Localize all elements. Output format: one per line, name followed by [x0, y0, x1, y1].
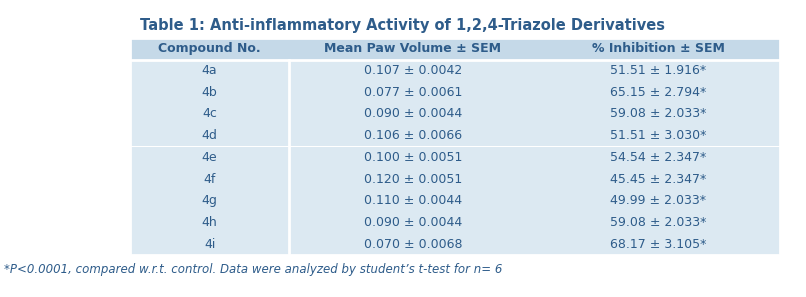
- Text: 0.110 ± 0.0044: 0.110 ± 0.0044: [364, 194, 462, 207]
- Text: 59.08 ± 2.033*: 59.08 ± 2.033*: [610, 108, 706, 121]
- Text: 0.120 ± 0.0051: 0.120 ± 0.0051: [364, 173, 462, 186]
- Bar: [130, 168, 780, 190]
- Text: % Inhibition ± SEM: % Inhibition ± SEM: [592, 42, 725, 55]
- Text: Table 1: Anti-inflammatory Activity of 1,2,4-Triazole Derivatives: Table 1: Anti-inflammatory Activity of 1…: [140, 18, 666, 33]
- Bar: [130, 38, 780, 60]
- Bar: [130, 125, 780, 146]
- Text: 4a: 4a: [202, 64, 218, 77]
- Bar: [130, 233, 780, 255]
- Text: 45.45 ± 2.347*: 45.45 ± 2.347*: [610, 173, 706, 186]
- Text: 0.070 ± 0.0068: 0.070 ± 0.0068: [364, 238, 462, 251]
- Text: 4e: 4e: [202, 151, 218, 164]
- Text: 54.54 ± 2.347*: 54.54 ± 2.347*: [610, 151, 706, 164]
- Text: 51.51 ± 1.916*: 51.51 ± 1.916*: [610, 64, 706, 77]
- Text: *P<0.0001, compared w.r.t. control. Data were analyzed by student’s t-test for n: *P<0.0001, compared w.r.t. control. Data…: [4, 263, 502, 276]
- Text: 4h: 4h: [202, 216, 218, 229]
- Bar: [130, 60, 780, 81]
- Bar: [130, 146, 780, 168]
- Bar: [130, 81, 780, 103]
- Text: 68.17 ± 3.105*: 68.17 ± 3.105*: [610, 238, 706, 251]
- Bar: [130, 103, 780, 125]
- Bar: [130, 190, 780, 211]
- Text: 59.08 ± 2.033*: 59.08 ± 2.033*: [610, 216, 706, 229]
- Text: 4f: 4f: [203, 173, 216, 186]
- Text: 51.51 ± 3.030*: 51.51 ± 3.030*: [610, 129, 706, 142]
- Text: 4b: 4b: [202, 86, 218, 99]
- Text: 0.100 ± 0.0051: 0.100 ± 0.0051: [364, 151, 462, 164]
- Text: 4g: 4g: [202, 194, 218, 207]
- Text: 4d: 4d: [202, 129, 218, 142]
- Text: 0.106 ± 0.0066: 0.106 ± 0.0066: [364, 129, 462, 142]
- Text: 0.090 ± 0.0044: 0.090 ± 0.0044: [364, 108, 462, 121]
- Text: 0.090 ± 0.0044: 0.090 ± 0.0044: [364, 216, 462, 229]
- Text: 65.15 ± 2.794*: 65.15 ± 2.794*: [610, 86, 706, 99]
- Text: 4c: 4c: [202, 108, 217, 121]
- Text: 0.107 ± 0.0042: 0.107 ± 0.0042: [364, 64, 462, 77]
- Text: 49.99 ± 2.033*: 49.99 ± 2.033*: [610, 194, 706, 207]
- Bar: [130, 211, 780, 233]
- Text: 0.077 ± 0.0061: 0.077 ± 0.0061: [364, 86, 462, 99]
- Text: 4i: 4i: [204, 238, 215, 251]
- Text: Compound No.: Compound No.: [158, 42, 261, 55]
- Text: Mean Paw Volume ± SEM: Mean Paw Volume ± SEM: [324, 42, 501, 55]
